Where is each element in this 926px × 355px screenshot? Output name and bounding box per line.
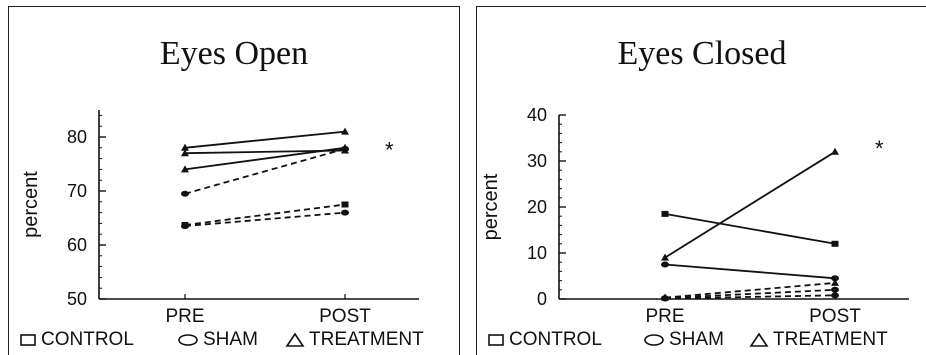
legend-label-treatment: TREATMENT [309,329,424,350]
data-point-square [831,240,839,247]
chart-panel-eyes-open: Eyes Open 50 60 70 80 PRE POST percent * CONTRO… [8,6,460,355]
legend-item-sham: SHAM [177,329,258,351]
data-point-circle [831,275,839,282]
data-point-triangle [831,147,839,155]
series-line-treatment [664,282,836,299]
legend-item-control: CONTROL [19,329,134,351]
y-tick-label: 60 [67,235,87,255]
data-point-triangle [341,127,349,135]
data-point-circle [341,145,349,152]
y-tick-label: 10 [527,243,547,263]
series-line-treatment [184,146,346,171]
chart-plot-eyes-open: 50 60 70 80 PRE POST percent * [20,110,419,327]
series-line-control [184,203,346,226]
series-line-sham [184,211,346,227]
legend-item-treatment: TREATMENT [749,329,888,351]
y-tick-label: 40 [527,105,547,125]
legend-label-control: CONTROL [509,329,602,350]
legend-label-sham: SHAM [669,329,724,350]
x-tick-label: POST [319,306,371,327]
significance-annotation: * [385,138,394,163]
circle-marker-icon [178,334,198,346]
data-point-triangle [181,165,189,173]
y-tick-label: 30 [527,151,547,171]
series-line-treatment [184,130,346,149]
series-line-sham [664,288,836,299]
circle-marker-icon [644,334,664,346]
legend-item-sham: SHAM [643,329,724,351]
triangle-marker-icon [285,332,305,347]
y-axis-label: percent [480,173,502,240]
data-point-circle [181,223,189,230]
legend-label-sham: SHAM [203,329,258,350]
significance-annotation: * [875,136,884,161]
triangle-marker-icon [749,332,769,347]
y-tick-label: 0 [537,289,547,309]
data-point-square [341,201,349,208]
legend-item-control: CONTROL [487,329,602,351]
data-point-triangle [181,143,189,151]
series-line-treatment [664,151,836,259]
series-line-sham [664,294,836,300]
chart-title: Eyes Closed [617,35,787,72]
y-tick-label: 50 [67,289,87,309]
series-line-sham [664,263,836,280]
data-point-triangle [181,149,189,157]
legend-label-treatment: TREATMENT [773,329,888,350]
series-line-control [664,213,836,245]
data-point-circle [661,295,669,302]
y-tick-label: 20 [527,197,547,217]
x-tick-label: PRE [645,306,684,327]
data-point-circle [831,286,839,293]
data-point-circle [341,209,349,216]
y-tick-label: 70 [67,181,87,201]
square-marker-icon [488,334,504,346]
chart-title: Eyes Open [159,35,309,72]
legend-label-control: CONTROL [41,329,134,350]
data-point-square [661,210,669,217]
data-point-circle [831,292,839,299]
x-tick-label: PRE [165,306,204,327]
chart-plot-eyes-closed: 0 10 20 30 40 PRE POST percent * [480,105,909,327]
data-point-triangle [831,278,839,286]
data-point-circle [661,261,669,268]
square-marker-icon [20,334,36,346]
y-axis-label: percent [20,171,42,238]
data-point-circle [181,190,189,197]
data-point-triangle [661,253,669,261]
y-tick-label: 80 [67,127,87,147]
x-tick-label: POST [809,306,861,327]
series-line-sham [184,148,346,195]
chart-panel-eyes-closed: Eyes Closed 0 10 20 30 40 PRE POST percent * CON… [476,6,926,355]
legend-item-treatment: TREATMENT [285,329,424,351]
